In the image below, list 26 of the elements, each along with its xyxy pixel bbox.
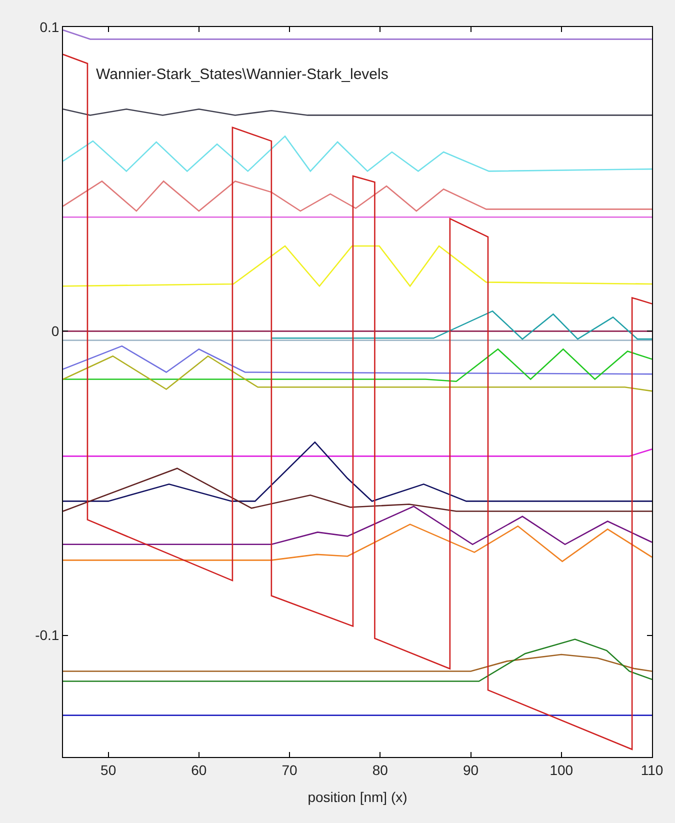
line-series bbox=[63, 348, 652, 382]
x-tick-label: 80 bbox=[372, 762, 388, 778]
x-tick-label: 60 bbox=[191, 762, 207, 778]
line-series bbox=[63, 442, 652, 502]
line-series bbox=[63, 180, 652, 212]
line-series bbox=[63, 245, 652, 287]
line-series bbox=[63, 654, 652, 672]
line-series bbox=[63, 638, 652, 682]
y-tick-label: -0.1 bbox=[35, 627, 60, 644]
line-series bbox=[270, 310, 652, 340]
y-tick-label: 0.1 bbox=[40, 18, 60, 35]
x-tick-label: 50 bbox=[100, 762, 116, 778]
line-series bbox=[63, 355, 652, 392]
annotation: Wannier-Stark_States\Wannier-Stark_levels bbox=[96, 66, 388, 83]
line-series bbox=[63, 524, 652, 562]
x-tick-label: 70 bbox=[282, 762, 298, 778]
line-series bbox=[63, 506, 652, 546]
y-tick-label: 0 bbox=[51, 323, 60, 340]
x-tick-label: 100 bbox=[550, 762, 574, 778]
x-axis-title: position [nm] (x) bbox=[308, 789, 408, 806]
x-tick-label: 90 bbox=[462, 762, 479, 778]
x-tick-label: 110 bbox=[640, 762, 664, 778]
line-series bbox=[63, 468, 652, 512]
line-series bbox=[63, 345, 652, 375]
line-series bbox=[63, 54, 652, 750]
line-series bbox=[63, 136, 652, 172]
